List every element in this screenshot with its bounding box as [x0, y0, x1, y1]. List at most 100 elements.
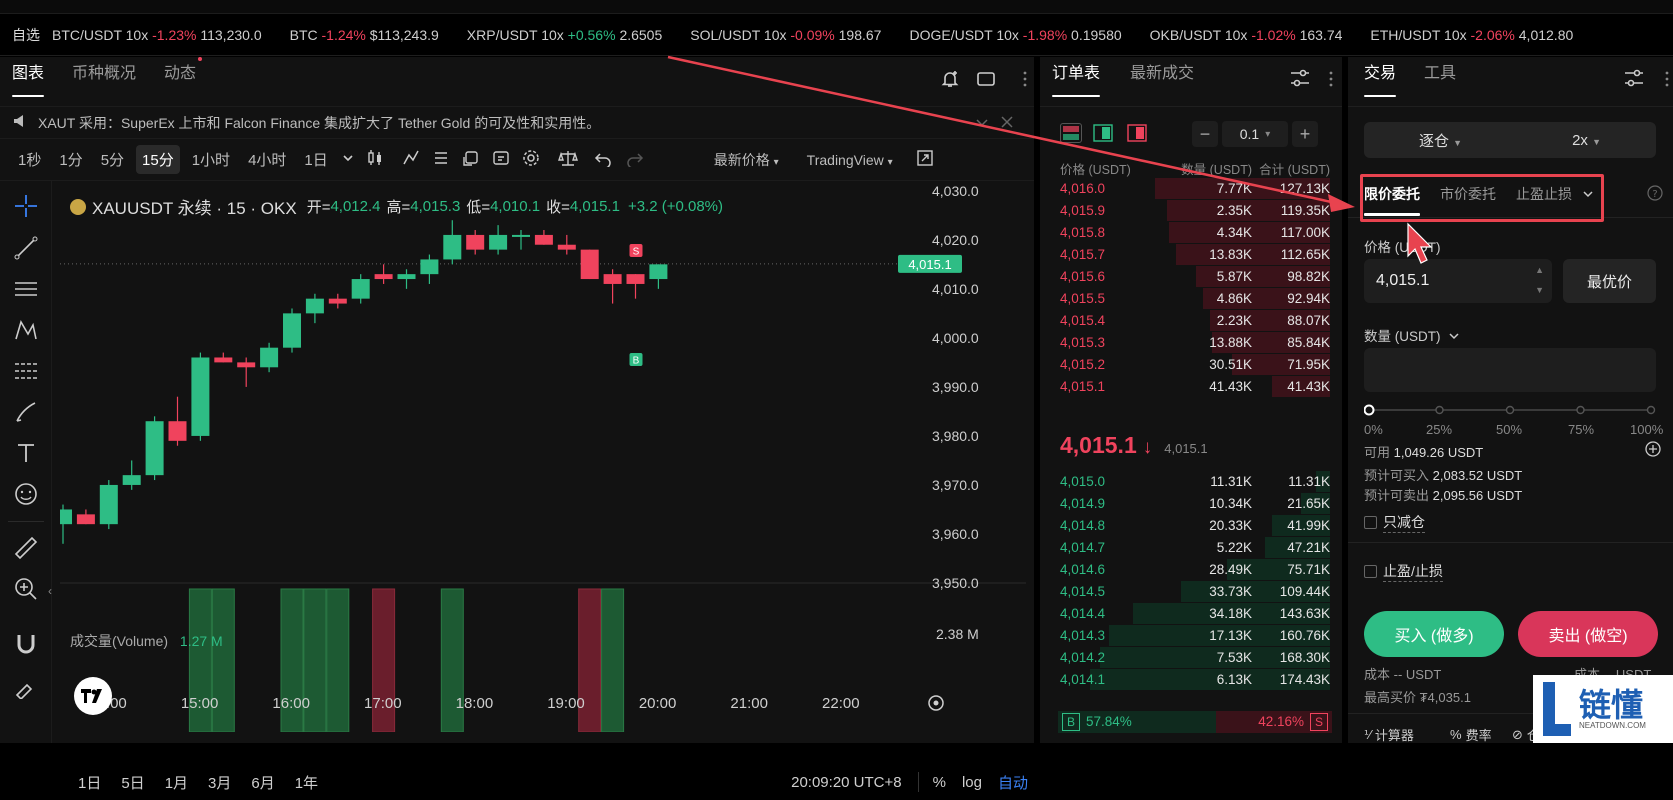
timeframe-1s[interactable]: 1秒: [18, 152, 42, 169]
bid-row[interactable]: 4,014.2 7.53K 168.30K: [1040, 646, 1342, 669]
indicators-icon[interactable]: [402, 149, 420, 171]
range-1y[interactable]: 1年: [294, 774, 319, 792]
range-6m[interactable]: 6月: [251, 774, 275, 792]
panel-divider[interactable]: [1034, 57, 1040, 743]
timeframe-1h[interactable]: 1小时: [191, 152, 231, 169]
ticker-item[interactable]: OKB/USDT 10x -1.02% 163.74: [1150, 27, 1343, 43]
brush-icon[interactable]: [11, 397, 41, 427]
tp-sl-checkbox[interactable]: 止盈/止损: [1364, 561, 1443, 582]
sell-short-button[interactable]: 卖出 (做空): [1518, 611, 1658, 657]
bid-row[interactable]: 4,014.8 20.33K 41.99K: [1040, 514, 1342, 537]
timeframe-1d[interactable]: 1日: [304, 152, 328, 169]
fees-link[interactable]: % 费率: [1450, 727, 1492, 743]
ask-row[interactable]: 4,016.0 7.77K 127.13K: [1040, 177, 1342, 200]
tab-overview[interactable]: 币种概况: [72, 65, 137, 82]
qty-slider[interactable]: [1364, 404, 1656, 416]
fullscreen-icon[interactable]: [916, 149, 933, 170]
timeframe-1m[interactable]: 1分: [59, 152, 83, 169]
emoji-icon[interactable]: [11, 479, 41, 509]
bid-row[interactable]: 4,014.4 34.18K 143.63K: [1040, 602, 1342, 625]
zoom-in-icon[interactable]: [11, 574, 41, 604]
ask-row[interactable]: 4,015.1 41.43K 41.43K: [1040, 375, 1342, 398]
settings-icon[interactable]: [522, 149, 540, 171]
text-icon[interactable]: [11, 438, 41, 468]
more-vertical-icon[interactable]: [1022, 69, 1028, 89]
collapse-toolbar-icon[interactable]: ‹: [48, 584, 52, 598]
replay-icon[interactable]: [462, 149, 480, 171]
ticker-item[interactable]: XRP/USDT 10x +0.56% 2.6505: [467, 27, 662, 43]
template-icon[interactable]: [492, 149, 510, 171]
tab-tpsl-order[interactable]: 止盈止损: [1516, 184, 1594, 204]
ask-row[interactable]: 4,015.6 5.87K 98.82K: [1040, 265, 1342, 288]
view-bids-icon[interactable]: [1092, 123, 1114, 143]
lock-draw-icon[interactable]: [11, 671, 41, 701]
view-asks-icon[interactable]: [1126, 123, 1148, 143]
step-decrease-button[interactable]: −: [1192, 121, 1218, 147]
best-price-button[interactable]: 最优价: [1563, 259, 1656, 303]
leverage-select[interactable]: 2x ▼: [1572, 131, 1601, 149]
pattern-icon[interactable]: [11, 315, 41, 345]
ticker-item[interactable]: DOGE/USDT 10x -1.98% 0.19580: [909, 27, 1121, 43]
percent-toggle[interactable]: %: [932, 773, 946, 791]
chevron-down-icon[interactable]: [975, 115, 989, 132]
step-select[interactable]: 0.1 ▾: [1222, 121, 1288, 147]
trade-settings-icon[interactable]: [1624, 69, 1644, 90]
margin-mode-select[interactable]: 逐仓 ▼: [1418, 132, 1463, 150]
timeframe-4h[interactable]: 4小时: [248, 152, 287, 169]
ticker-item[interactable]: BTC -1.24% $113,243.9: [290, 27, 439, 43]
ask-row[interactable]: 4,015.7 13.83K 112.65K: [1040, 243, 1342, 266]
favorites-label[interactable]: 自选: [12, 26, 40, 43]
ask-row[interactable]: 4,015.2 30.51K 71.95K: [1040, 353, 1342, 376]
qty-label[interactable]: 数量 (USDT): [1364, 325, 1460, 345]
bid-row[interactable]: 4,014.9 10.34K 21.65K: [1040, 492, 1342, 515]
bid-row[interactable]: 4,015.0 11.31K 11.31K: [1040, 470, 1342, 493]
log-toggle[interactable]: log: [961, 773, 982, 791]
window-icon[interactable]: [977, 71, 995, 87]
undo-icon[interactable]: [594, 149, 612, 171]
tab-chart[interactable]: 图表: [12, 59, 45, 97]
ask-row[interactable]: 4,015.4 2.23K 88.07K: [1040, 309, 1342, 332]
bid-row[interactable]: 4,014.3 17.13K 160.76K: [1040, 624, 1342, 647]
panel-divider[interactable]: [1342, 57, 1348, 743]
tradingview-logo-icon[interactable]: [74, 677, 112, 715]
more-vertical-icon[interactable]: [1328, 69, 1334, 92]
magnet-icon[interactable]: [11, 629, 41, 659]
horizontal-lines-icon[interactable]: [11, 274, 41, 304]
ticker-item[interactable]: ETH/USDT 10x -2.06% 4,012.80: [1370, 27, 1573, 43]
timeframe-5m[interactable]: 5分: [100, 152, 125, 169]
ticker-item[interactable]: BTC/USDT 10x -1.23% 113,230.0: [52, 27, 262, 43]
range-5d[interactable]: 5日: [121, 774, 145, 792]
price-up-icon[interactable]: ▲: [1535, 265, 1544, 275]
ask-row[interactable]: 4,015.5 4.86K 92.94K: [1040, 287, 1342, 310]
bid-row[interactable]: 4,014.7 5.22K 47.21K: [1040, 536, 1342, 559]
add-funds-icon[interactable]: [1645, 441, 1661, 460]
timeframe-15m[interactable]: 15分: [136, 145, 180, 174]
price-input[interactable]: 4,015.1 ▲ ▼: [1364, 259, 1552, 303]
more-vertical-icon[interactable]: [1664, 69, 1670, 92]
reduce-only-checkbox[interactable]: 只减仓: [1364, 512, 1425, 533]
view-both-icon[interactable]: [1060, 123, 1082, 143]
ticker-item[interactable]: SOL/USDT 10x -0.09% 198.67: [690, 27, 881, 43]
scale-icon[interactable]: [557, 149, 578, 171]
tab-orderbook[interactable]: 订单表: [1052, 59, 1101, 97]
tab-market-order[interactable]: 市价委托: [1440, 186, 1496, 202]
auto-scale-toggle[interactable]: 自动: [997, 774, 1028, 792]
tab-limit-order[interactable]: 限价委托: [1364, 184, 1420, 216]
bid-row[interactable]: 4,014.5 33.73K 109.44K: [1040, 580, 1342, 603]
tab-trade[interactable]: 交易: [1364, 59, 1397, 97]
redo-icon[interactable]: [626, 149, 644, 171]
price-down-icon[interactable]: ▼: [1535, 285, 1544, 295]
fib-icon[interactable]: [11, 356, 41, 386]
ask-row[interactable]: 4,015.3 13.88K 85.84K: [1040, 331, 1342, 354]
ask-row[interactable]: 4,015.9 2.35K 119.35K: [1040, 199, 1342, 222]
calculator-link[interactable]: ⅟ 计算器: [1364, 727, 1414, 744]
close-icon[interactable]: [1000, 115, 1014, 132]
announcement-bar[interactable]: XAUT 采用：SuperEx 上市和 Falcon Finance 集成扩大了…: [0, 106, 1034, 139]
bid-row[interactable]: 4,014.6 28.49K 75.71K: [1040, 558, 1342, 581]
tab-trades[interactable]: 最新成交: [1130, 65, 1195, 82]
step-increase-button[interactable]: +: [1292, 121, 1318, 147]
range-3m[interactable]: 3月: [208, 774, 232, 792]
ask-row[interactable]: 4,015.8 4.34K 117.00K: [1040, 221, 1342, 244]
tab-news[interactable]: 动态: [164, 57, 203, 97]
list-icon[interactable]: [432, 149, 450, 171]
